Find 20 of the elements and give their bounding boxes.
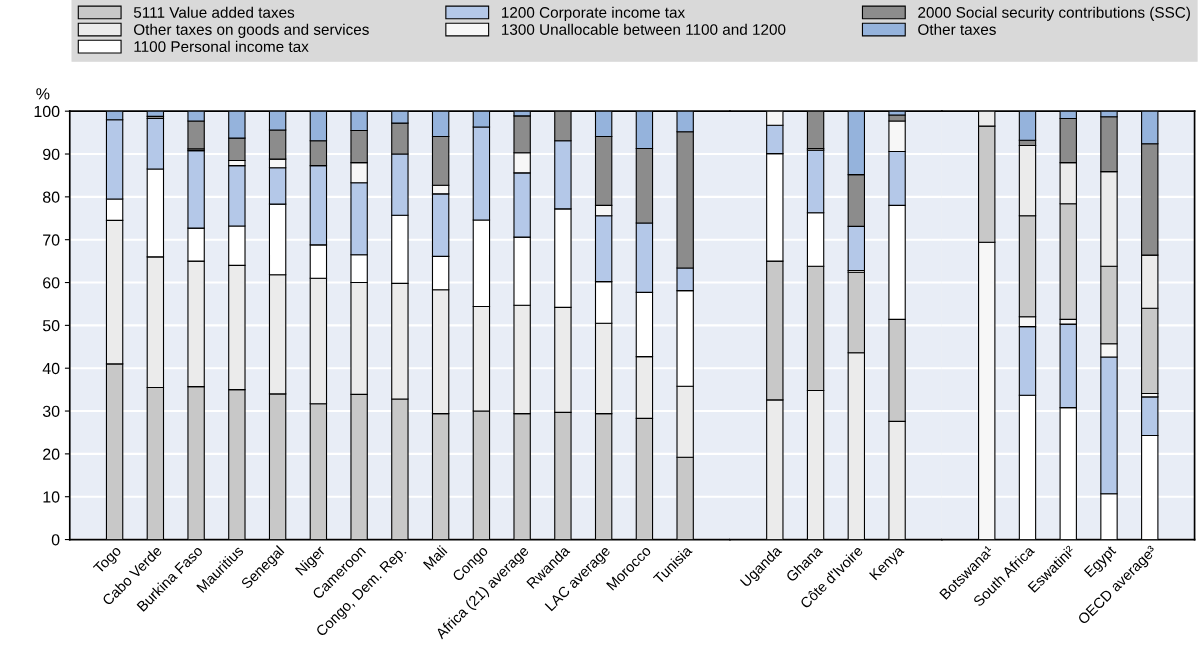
y-tick-label: 50	[42, 320, 60, 332]
y-tick-label: 70	[43, 234, 60, 246]
y-tick-label: 90	[43, 148, 60, 160]
legend-label: 1100 Personal income tax	[134, 40, 309, 53]
legend-label: 2000 Social security contributions (SSC)	[918, 6, 1190, 21]
legend-label: 1300 Unallocable between 1100 and 1200	[502, 23, 786, 35]
y-tick-label: 40	[42, 362, 60, 375]
legend-label: Other taxes	[918, 23, 996, 35]
y-tick-label: 0	[51, 534, 60, 546]
y-tick-label: 10	[43, 491, 60, 503]
y-tick-label: 80	[42, 191, 60, 203]
y-axis-title: %	[36, 88, 50, 100]
y-tick-label: 100	[34, 105, 60, 118]
legend-label: Other taxes on goods and services	[134, 23, 369, 38]
legend-label: 5111 Value added taxes	[133, 6, 295, 18]
x-tick-label: Togo	[92, 545, 124, 577]
legend-label: 1200 Corporate income tax	[502, 6, 685, 21]
y-tick-label: 20	[43, 448, 60, 460]
y-tick-label: 60	[43, 277, 60, 289]
y-tick-label: 30	[42, 405, 60, 417]
